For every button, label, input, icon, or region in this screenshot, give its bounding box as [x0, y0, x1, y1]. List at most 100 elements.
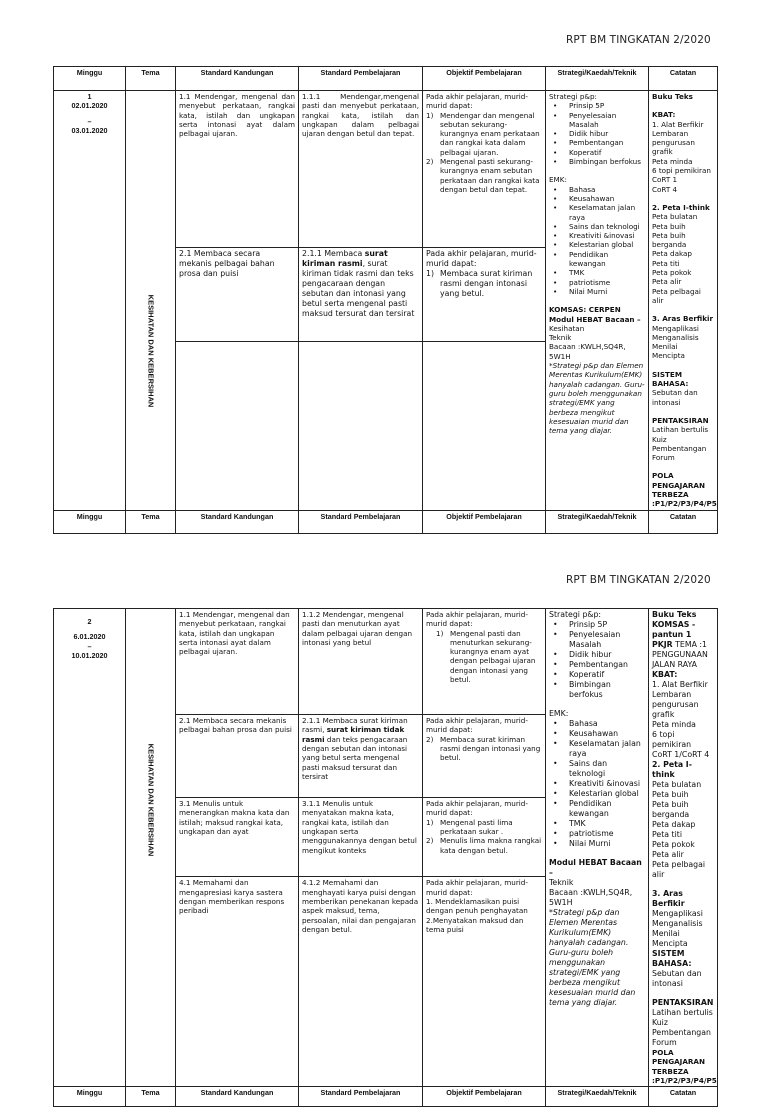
bullet-item: Bahasa — [549, 185, 645, 195]
text-line: Peta dakap — [652, 249, 692, 259]
text-line: Teknik — [549, 333, 572, 343]
text-run: TEMA :1 PENGGUNAAN JALAN RAYA — [652, 640, 708, 669]
text-run: dan teks pengacaraan dengan sebutan dan … — [302, 734, 408, 781]
item-number: 2) — [426, 734, 434, 744]
text-line: 3.1 Menulis untuk menerangkan makna kata… — [179, 799, 290, 836]
text-line: Lembaran pengurusan grafik — [652, 690, 699, 719]
strategi-cell: Strategi p&p:Prinsip 5PPenyelesaian Masa… — [545, 607, 649, 1088]
footer-minggu: Minggu — [53, 509, 126, 534]
spacer — [652, 305, 714, 314]
text-line: Kesihatan — [549, 323, 585, 333]
text-line: Pada akhir pelajaran, murid-murid dapat: — [426, 799, 528, 818]
text-line: Peta dakap — [652, 820, 696, 829]
sp-cell: 1.1.2 Mendengar, mengenal pasti dan menu… — [298, 607, 423, 716]
text-line: CoRT 1 — [652, 175, 678, 185]
text-line: 1.1.2 Mendengar, mengenal pasti dan menu… — [302, 610, 413, 647]
text-line: PENTAKSIRAN — [652, 415, 709, 425]
text-line: EMK: — [549, 709, 569, 718]
text-line: Mengaplikasi — [652, 909, 703, 918]
footer-strategi: Strategi/Kaedah/Teknik — [545, 1086, 649, 1107]
footer-catatan: Catatan — [648, 1086, 718, 1107]
spacer — [549, 700, 645, 709]
bullet-item: Nilai Murni — [549, 839, 645, 849]
numbered-item: 1) Membaca surat kiriman rasmi dengan int… — [426, 269, 542, 299]
bullet-item: Kelestarian global — [549, 240, 645, 250]
text-line: Peta pelbagai alir — [652, 860, 706, 879]
sp-cell: 1.1.1 Mendengar,mengenal pasti dan menye… — [298, 89, 423, 249]
spacer — [549, 296, 645, 305]
objektif-cell: Pada akhir pelajaran, murid-murid dapat:… — [422, 607, 546, 716]
bullet-item: TMK — [549, 819, 645, 829]
footer-objektif: Objektif Pembelajaran — [422, 1086, 546, 1107]
sk-cell: 3.1 Menulis untuk menerangkan makna kata… — [175, 797, 299, 878]
objektif-cell: Pada akhir pelajaran, murid-murid dapat:… — [422, 876, 546, 1088]
text-line: Lembaran pengurusan grafik — [652, 128, 695, 157]
item-text: Mengenal pasti lima perkataan sukar . — [440, 817, 513, 836]
spacer — [652, 194, 714, 203]
text-line: PKJR TEMA :1 PENGGUNAAN JALAN RAYA — [652, 640, 714, 670]
document-title: RPT BM TINGKATAN 2/2020 — [566, 574, 711, 586]
spacer — [652, 880, 714, 889]
footer-standard-pembelajaran: Standard Pembelajaran — [298, 1086, 423, 1107]
bullet-item: Koperatif — [549, 670, 645, 680]
header-catatan: Catatan — [648, 66, 718, 91]
date-to: 10.01.2020 — [71, 650, 108, 660]
bullet-item: Sains dan teknologi — [549, 222, 645, 232]
sp-cell: 4.1.2 Memahami dan menghayati karya puis… — [298, 876, 423, 1088]
text-line: Mencipta — [652, 939, 688, 948]
sk-cell: 2.1 Membaca secara mekanis pelbagai baha… — [175, 714, 299, 799]
sk-cell: 2.1 Membaca secara mekanis pelbagai baha… — [175, 247, 299, 342]
text-line: Peta pokok — [652, 268, 692, 278]
text-line: Mencipta — [652, 351, 685, 361]
text-line: KBAT: — [652, 670, 678, 679]
text-line: Sebutan dan intonasi — [652, 388, 698, 407]
bullet-item: Kreativiti &inovasi — [549, 231, 645, 241]
numbered-item: 1) Mendengar dan mengenal sebutan sekuran… — [426, 111, 542, 157]
objektif-cell: Pada akhir pelajaran, murid-murid dapat:… — [422, 247, 546, 342]
footer-minggu: Minggu — [53, 1086, 126, 1107]
text-line: 1.1 Mendengar, mengenal dan menyebut per… — [179, 610, 290, 657]
bullet-item: Sains dan teknologi — [549, 759, 645, 779]
numbered-item: 1) Mengenal pasti lima perkataan sukar . — [426, 818, 542, 837]
tema-cell: KESIHATAN DAN KEBERSIHAN — [125, 90, 176, 511]
item-text: Mendengar dan mengenal sebutan sekurang-… — [440, 110, 540, 157]
text-line: Mengaplikasi — [652, 323, 699, 333]
sk-cell: 1.1 Mendengar, mengenal dan menyebut per… — [175, 607, 299, 716]
item-text: Membaca surat kiriman rasmi dengan inton… — [440, 269, 533, 299]
text-line: 6 topi pemikiran — [652, 166, 711, 176]
text-line: Teknik — [549, 878, 574, 887]
bullet-item: Keselamatan jalan raya — [549, 739, 645, 759]
text-line: 2.1.1 Membaca surat kiriman rasmi, surat… — [302, 716, 419, 781]
text-line: 1. Mendeklamasikan puisi dengan penuh pe… — [426, 896, 528, 916]
bullet-item: Bahasa — [549, 719, 645, 729]
bullet-item: Penyelesaian Masalah — [549, 111, 645, 130]
bold-text: PKJR — [652, 640, 673, 649]
text-line: Pada akhir pelajaran, murid-murid dapat: — [426, 92, 528, 111]
objektif-cell — [422, 340, 546, 511]
text-line: Peta minda — [652, 720, 696, 729]
bullet-item: Nilai Murni — [549, 287, 645, 297]
text-line: Menganalisis — [652, 332, 699, 342]
text-line: CoRT 1/CoRT 4 — [652, 750, 710, 759]
bullet-item: Kreativiti &inovasi — [549, 779, 645, 789]
text-line: Modul HEBAT Bacaan – — [549, 314, 641, 324]
footer-standard-pembelajaran: Standard Pembelajaran — [298, 509, 423, 534]
text-line: Peta buih berganda — [652, 230, 687, 250]
text-line: Latihan bertulis — [652, 425, 709, 435]
text-line: 3.1.1 Menulis untuk menyatakan makna kat… — [302, 799, 417, 855]
sk-cell — [175, 340, 299, 511]
text-line: Pembentangan — [652, 1028, 711, 1037]
numbered-item: 2) Membaca surat kiriman rasmi dengan int… — [426, 735, 542, 763]
text-line: 2. Peta I-think — [652, 202, 710, 212]
item-number: 1) — [426, 269, 435, 279]
date-dash: – — [87, 116, 92, 126]
header-minggu: Minggu — [53, 66, 126, 91]
date-dash: – — [87, 641, 92, 651]
text-line: Pada akhir pelajaran, murid-murid dapat: — [426, 249, 537, 269]
text-line: 1.1 Mendengar, mengenal dan menyebut per… — [179, 92, 295, 139]
text-line: 2. Peta I-think — [652, 760, 692, 779]
text-run: , surat kiriman tidak rasmi dan teks pen… — [302, 259, 415, 319]
text-line: Peta titi — [652, 830, 682, 839]
footer-strategi: Strategi/Kaedah/Teknik — [545, 509, 649, 534]
text-line: Forum — [652, 1038, 677, 1047]
